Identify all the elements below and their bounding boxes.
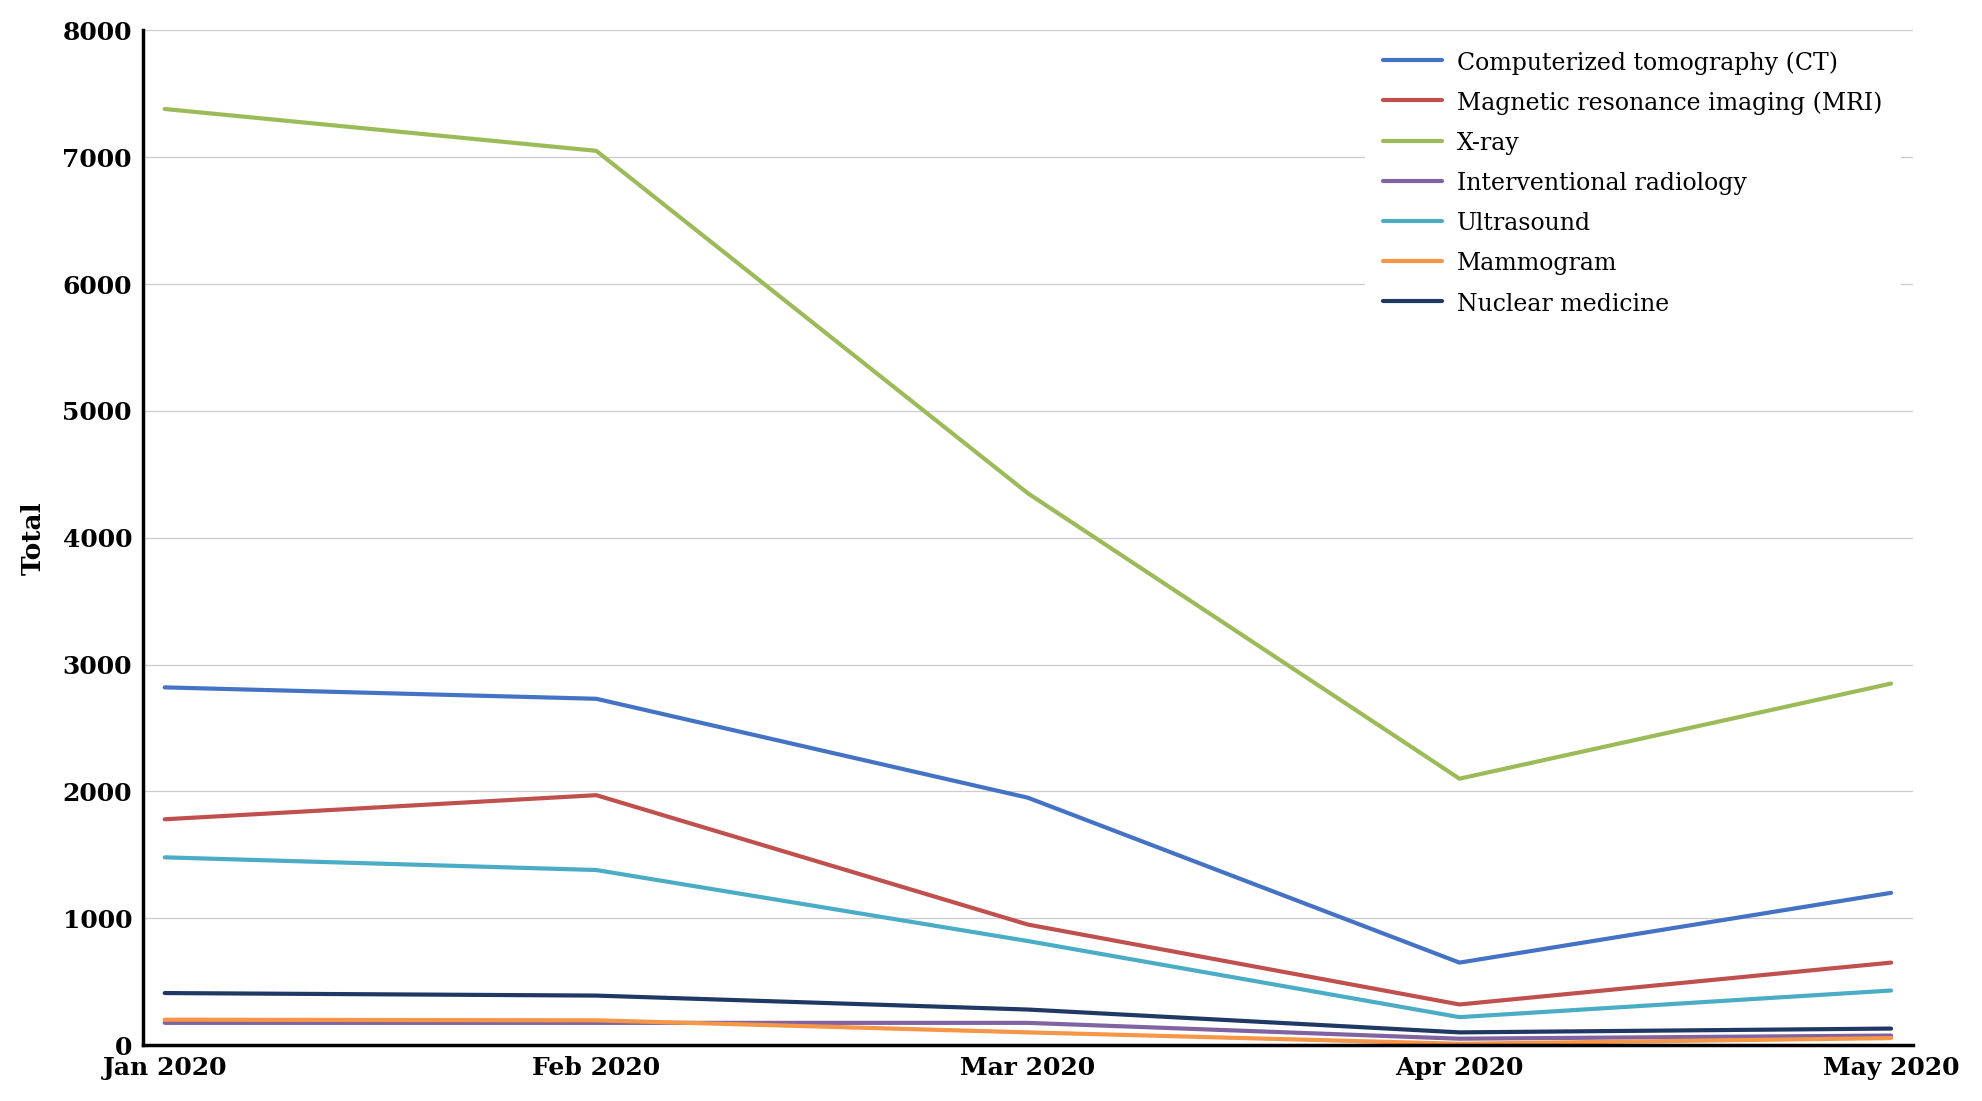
Ultrasound bbox=[153, 851, 176, 864]
Mammogram bbox=[1447, 1037, 1471, 1050]
Nuclear medicine bbox=[1015, 1003, 1039, 1016]
Line: Ultrasound: Ultrasound bbox=[165, 858, 1891, 1017]
Magnetic resonance imaging (MRI) bbox=[585, 788, 608, 802]
X-ray bbox=[153, 102, 176, 116]
Line: Mammogram: Mammogram bbox=[165, 1020, 1891, 1044]
Y-axis label: Total: Total bbox=[22, 501, 46, 575]
Ultrasound bbox=[1015, 935, 1039, 948]
Computerized tomography (CT) bbox=[1015, 792, 1039, 805]
Interventional radiology bbox=[585, 1016, 608, 1029]
Mammogram bbox=[153, 1013, 176, 1026]
Magnetic resonance imaging (MRI) bbox=[1447, 998, 1471, 1011]
Mammogram bbox=[585, 1014, 608, 1027]
Computerized tomography (CT) bbox=[1447, 956, 1471, 969]
Legend: Computerized tomography (CT), Magnetic resonance imaging (MRI), X-ray, Intervent: Computerized tomography (CT), Magnetic r… bbox=[1364, 32, 1901, 335]
Line: Computerized tomography (CT): Computerized tomography (CT) bbox=[165, 687, 1891, 962]
Mammogram bbox=[1879, 1032, 1903, 1045]
Magnetic resonance imaging (MRI) bbox=[153, 813, 176, 826]
Nuclear medicine bbox=[585, 989, 608, 1002]
X-ray bbox=[1447, 772, 1471, 785]
X-ray bbox=[1879, 677, 1903, 690]
Interventional radiology bbox=[153, 1016, 176, 1029]
Line: Magnetic resonance imaging (MRI): Magnetic resonance imaging (MRI) bbox=[165, 795, 1891, 1004]
Ultrasound bbox=[1447, 1011, 1471, 1024]
Line: Nuclear medicine: Nuclear medicine bbox=[165, 993, 1891, 1033]
Interventional radiology bbox=[1879, 1029, 1903, 1043]
Interventional radiology bbox=[1447, 1032, 1471, 1045]
Computerized tomography (CT) bbox=[585, 693, 608, 706]
Nuclear medicine bbox=[1447, 1026, 1471, 1039]
Nuclear medicine bbox=[153, 986, 176, 1000]
Ultrasound bbox=[1879, 984, 1903, 998]
Computerized tomography (CT) bbox=[153, 680, 176, 694]
Mammogram bbox=[1015, 1026, 1039, 1039]
Ultrasound bbox=[585, 863, 608, 876]
Line: X-ray: X-ray bbox=[165, 109, 1891, 778]
X-ray bbox=[585, 144, 608, 157]
Line: Interventional radiology: Interventional radiology bbox=[165, 1023, 1891, 1038]
Magnetic resonance imaging (MRI) bbox=[1879, 956, 1903, 969]
X-ray bbox=[1015, 487, 1039, 500]
Nuclear medicine bbox=[1879, 1022, 1903, 1035]
Computerized tomography (CT) bbox=[1879, 886, 1903, 900]
Magnetic resonance imaging (MRI) bbox=[1015, 918, 1039, 931]
Interventional radiology bbox=[1015, 1016, 1039, 1029]
